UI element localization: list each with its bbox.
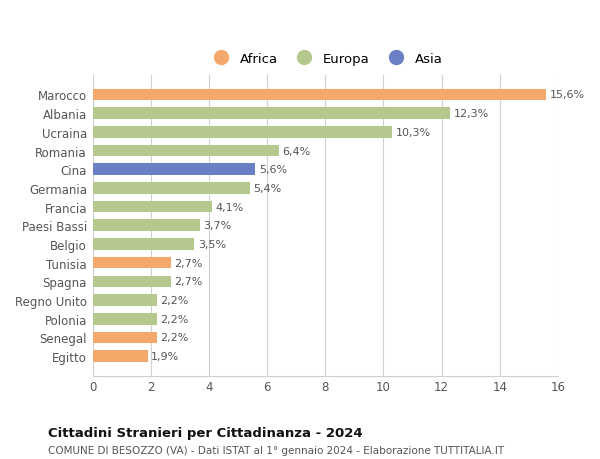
Bar — [92, 295, 157, 306]
Bar — [92, 90, 547, 101]
Legend: Africa, Europa, Asia: Africa, Europa, Asia — [208, 52, 442, 66]
Text: 2,7%: 2,7% — [175, 258, 203, 268]
Text: 5,6%: 5,6% — [259, 165, 287, 175]
Text: 1,9%: 1,9% — [151, 351, 179, 361]
Text: 2,2%: 2,2% — [160, 296, 188, 305]
Text: 2,2%: 2,2% — [160, 333, 188, 343]
Text: 10,3%: 10,3% — [395, 128, 431, 138]
Bar — [92, 202, 212, 213]
Text: 3,7%: 3,7% — [203, 221, 232, 231]
Text: 2,7%: 2,7% — [175, 277, 203, 287]
Bar — [92, 276, 171, 287]
Text: 12,3%: 12,3% — [454, 109, 489, 119]
Text: 6,4%: 6,4% — [282, 146, 310, 156]
Bar — [92, 351, 148, 362]
Text: Cittadini Stranieri per Cittadinanza - 2024: Cittadini Stranieri per Cittadinanza - 2… — [48, 426, 362, 439]
Bar — [92, 127, 392, 138]
Text: COMUNE DI BESOZZO (VA) - Dati ISTAT al 1° gennaio 2024 - Elaborazione TUTTITALIA: COMUNE DI BESOZZO (VA) - Dati ISTAT al 1… — [48, 445, 504, 455]
Text: 15,6%: 15,6% — [550, 90, 585, 100]
Bar — [92, 257, 171, 269]
Bar — [92, 332, 157, 343]
Bar — [92, 220, 200, 232]
Bar — [92, 146, 279, 157]
Text: 3,5%: 3,5% — [198, 240, 226, 249]
Text: 2,2%: 2,2% — [160, 314, 188, 324]
Text: 4,1%: 4,1% — [215, 202, 244, 212]
Bar — [92, 313, 157, 325]
Text: 5,4%: 5,4% — [253, 184, 281, 194]
Bar — [92, 164, 256, 176]
Bar — [92, 108, 451, 120]
Bar — [92, 183, 250, 194]
Bar — [92, 239, 194, 250]
